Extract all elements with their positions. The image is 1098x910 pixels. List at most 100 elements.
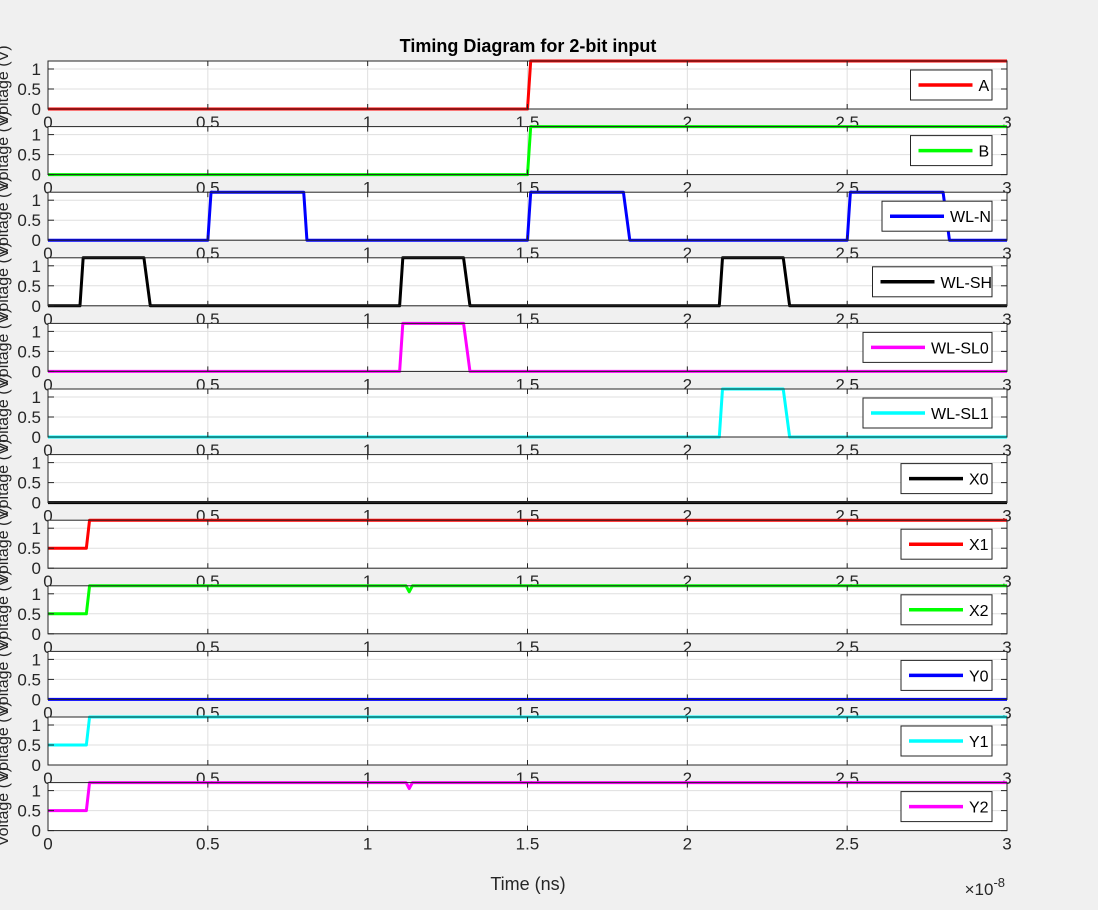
- legend-b: B: [910, 135, 993, 167]
- x-exponent-base: ×10: [965, 880, 994, 899]
- x-tick-label: 2: [683, 638, 692, 657]
- x-tick-label: 3: [1002, 375, 1011, 394]
- x-tick-label: 1: [363, 572, 372, 591]
- y-tick-label: 0: [32, 297, 41, 316]
- x-tick-label: 0: [43, 507, 52, 526]
- x-tick-label: 3: [1002, 244, 1011, 263]
- x-tick-label: 0: [43, 835, 52, 854]
- y-tick-label: 0.5: [17, 80, 41, 99]
- y-tick-label: 0: [32, 690, 41, 709]
- y-tick-label: 1: [32, 322, 41, 341]
- x-tick-label: 2: [683, 835, 692, 854]
- y-tick-label: 0.5: [17, 277, 41, 296]
- y-tick-label: 1: [32, 126, 41, 145]
- x-tick-label: 2: [683, 572, 692, 591]
- y-axis-label: Voltage (V): [0, 111, 12, 190]
- chart-title: Timing Diagram for 2-bit input: [400, 36, 657, 56]
- legend-label: B: [979, 144, 990, 161]
- x-tick-label: 1: [363, 441, 372, 460]
- x-tick-label: 0: [43, 375, 52, 394]
- y-tick-label: 1: [32, 60, 41, 79]
- y-tick-label: 0.5: [17, 474, 41, 493]
- y-tick-label: 0.5: [17, 342, 41, 361]
- y-axis-label: Voltage (V): [0, 242, 12, 321]
- x-tick-label: 1: [363, 113, 372, 132]
- y-tick-label: 1: [32, 191, 41, 210]
- legend-label: WL-SL1: [931, 406, 989, 423]
- legend-label: WL-SH: [941, 275, 993, 292]
- y-axis-label: Voltage (V): [0, 308, 12, 387]
- x-tick-label: 3: [1002, 113, 1011, 132]
- y-tick-label: 0: [32, 100, 41, 119]
- legend-label: Y2: [969, 800, 989, 817]
- y-tick-label: 0.5: [17, 605, 41, 624]
- y-tick-label: 0: [32, 756, 41, 775]
- x-tick-label: 1: [363, 703, 372, 722]
- legend-wl-n: WL-N: [881, 200, 993, 232]
- legend-y1: Y1: [900, 725, 993, 757]
- legend-y0: Y0: [900, 659, 993, 691]
- x-tick-label: 2: [683, 179, 692, 198]
- y-tick-label: 0: [32, 559, 41, 578]
- x-tick-label: 1.5: [516, 835, 540, 854]
- x-tick-label: 3: [1002, 310, 1011, 329]
- y-tick-label: 0.5: [17, 539, 41, 558]
- y-axis-label: Voltage (V): [0, 570, 12, 649]
- x-tick-label: 1: [363, 638, 372, 657]
- legend-x2: X2: [900, 594, 993, 626]
- y-tick-label: 0.5: [17, 802, 41, 821]
- x-tick-label: 3: [1002, 572, 1011, 591]
- x-tick-label: 0: [43, 638, 52, 657]
- x-tick-label: 3: [1002, 507, 1011, 526]
- x-tick-label: 1: [363, 310, 372, 329]
- x-tick-label: 2: [683, 507, 692, 526]
- x-axis-label: Time (ns): [490, 874, 565, 894]
- y-tick-label: 0.5: [17, 736, 41, 755]
- x-tick-label: 1: [363, 244, 372, 263]
- x-tick-label: 2: [683, 375, 692, 394]
- x-tick-label: 3: [1002, 441, 1011, 460]
- x-tick-label: 0: [43, 441, 52, 460]
- x-tick-label: 0: [43, 310, 52, 329]
- x-tick-label: 3: [1002, 179, 1011, 198]
- y-tick-label: 0.5: [17, 408, 41, 427]
- x-tick-label: 3: [1002, 703, 1011, 722]
- y-axis-label: Voltage (V): [0, 505, 12, 584]
- x-tick-label: 1: [363, 179, 372, 198]
- y-axis-label: Voltage (V): [0, 767, 12, 846]
- x-tick-label: 2: [683, 244, 692, 263]
- y-tick-label: 0: [32, 494, 41, 513]
- x-tick-label: 3: [1002, 769, 1011, 788]
- y-tick-label: 0: [32, 822, 41, 841]
- x-tick-label: 0: [43, 703, 52, 722]
- legend-label: WL-N: [950, 209, 991, 226]
- y-tick-label: 1: [32, 650, 41, 669]
- legend-x0: X0: [900, 463, 993, 495]
- y-tick-label: 0.5: [17, 146, 41, 165]
- legend-label: X1: [969, 537, 989, 554]
- x-tick-label: 1: [363, 769, 372, 788]
- y-axis-label: Voltage (V): [0, 373, 12, 452]
- y-axis-label: Voltage (V): [0, 439, 12, 518]
- y-tick-label: 0.5: [17, 211, 41, 230]
- legend-label: A: [979, 78, 990, 95]
- legend-wl-sl1: WL-SL1: [862, 397, 993, 429]
- x-tick-label: 3: [1002, 835, 1011, 854]
- legend-label: WL-SL0: [931, 340, 989, 357]
- x-tick-label: 2: [683, 769, 692, 788]
- y-tick-label: 0: [32, 362, 41, 381]
- legend-y2: Y2: [900, 791, 993, 823]
- y-tick-label: 1: [32, 454, 41, 473]
- legend-wl-sl0: WL-SL0: [862, 331, 993, 363]
